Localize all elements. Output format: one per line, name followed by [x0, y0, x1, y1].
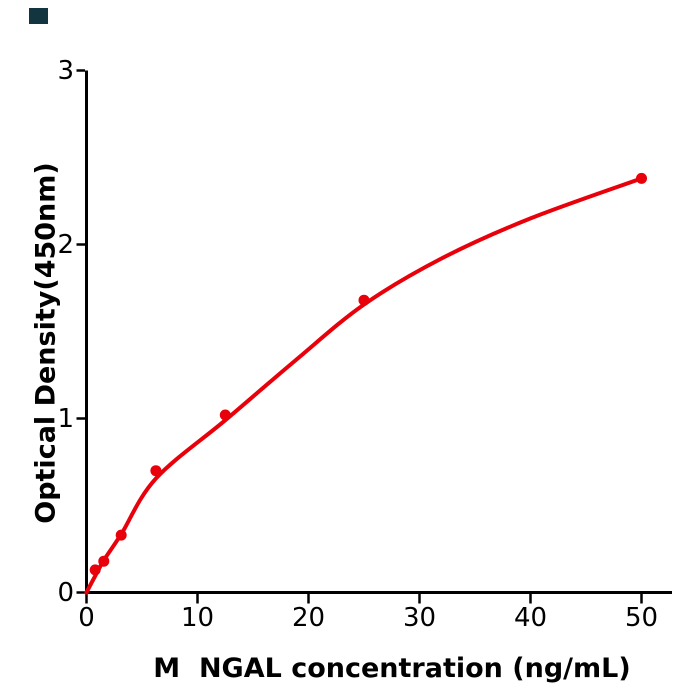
data-point-marker [219, 409, 231, 421]
y-tick-label: 2 [57, 229, 74, 260]
data-point-marker [89, 564, 101, 576]
data-point-marker [150, 465, 162, 477]
data-points [89, 172, 647, 576]
x-axis-title: M NGAL concentration (ng/mL) [153, 653, 631, 684]
data-point-marker [115, 529, 127, 541]
x-tick-label: 40 [513, 603, 548, 633]
x-tick-label: 50 [624, 603, 659, 633]
data-point-marker [636, 172, 647, 184]
y-tick-label: 3 [57, 55, 74, 86]
x-tick-label: 0 [78, 603, 95, 633]
axes [76, 69, 672, 604]
data-point-marker [358, 294, 370, 306]
x-tick-label: 10 [180, 603, 215, 633]
y-tick-label: 0 [57, 577, 74, 608]
y-axis-title: Optical Density(450nm) [30, 162, 62, 524]
x-tick-label: 20 [291, 603, 326, 633]
x-tick-label: 30 [402, 603, 437, 633]
corner-logo-square [29, 8, 48, 24]
y-tick-label: 1 [57, 403, 74, 434]
fit-curve [84, 176, 644, 595]
data-point-marker [98, 555, 110, 567]
